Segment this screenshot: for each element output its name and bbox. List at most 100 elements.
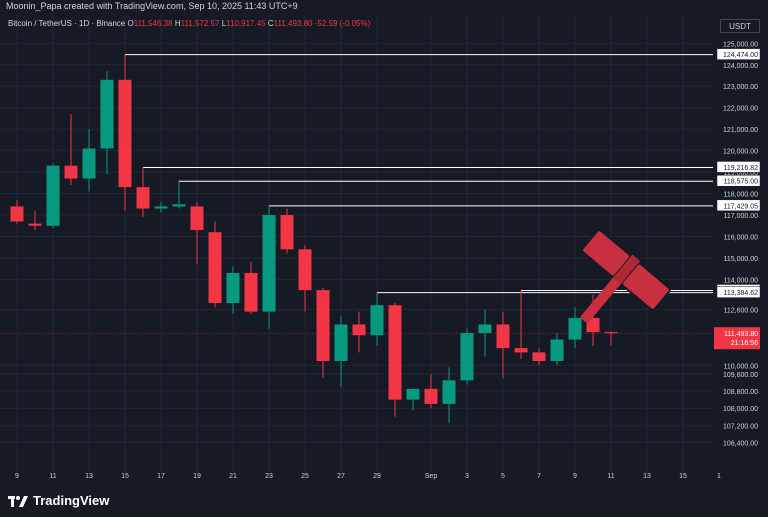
candle-body — [244, 272, 258, 312]
time-tick-label: 11 — [607, 473, 614, 480]
currency-badge[interactable]: USDT — [720, 19, 760, 33]
candle-body — [316, 290, 330, 361]
price-level-label-box — [716, 161, 761, 173]
tradingview-brand: TradingView — [33, 493, 110, 508]
time-tick-label: 13 — [85, 473, 93, 480]
tradingview-logo-icon — [8, 495, 28, 507]
candle-body — [100, 79, 114, 149]
price-tick-label: 121,000.00 — [723, 127, 758, 134]
time-tick-label: 15 — [679, 473, 687, 480]
time-tick-label: 29 — [373, 473, 381, 480]
price-chart[interactable]: 125,000.00 124,000.00 123,000.00 122,000.00… — [0, 14, 768, 485]
time-tick-label: 13 — [643, 473, 651, 480]
time-tick-label: 15 — [121, 473, 129, 480]
price-tick-label: 122,000.00 — [723, 106, 758, 113]
candle-body — [10, 206, 24, 222]
horizontal-levels — [0, 54, 717, 334]
open-label: O — [127, 19, 134, 28]
close-label: C — [267, 19, 274, 28]
symbol-name: Bitcoin / TetherUS · 1D · Binance — [8, 19, 126, 28]
price-tick-label: 123,000.00 — [723, 84, 758, 91]
price-level-label: 118,575.00 — [723, 179, 758, 186]
price-tick-label: 120,000.00 — [723, 149, 758, 156]
candle-body — [208, 232, 222, 304]
candle-body — [136, 187, 150, 209]
candle-body — [424, 388, 438, 404]
price-level-label: 117,429.05 — [723, 203, 758, 210]
price-tick-label: 118,000.00 — [723, 192, 758, 199]
candle-body — [46, 165, 60, 226]
time-tick-label: 23 — [265, 473, 273, 480]
change-value: -52.59 (-0.05%) — [314, 19, 371, 28]
time-tick-label: 19 — [193, 473, 201, 480]
time-axis[interactable]: 9 11 13 15 17 19 21 23 25 27 29 Sep 3 5 7 9 11 13 15 1 — [15, 473, 721, 480]
price-tick-label: 112,600.00 — [723, 307, 758, 314]
price-tick-label: 115,000.00 — [723, 256, 758, 263]
time-tick-label: 25 — [301, 473, 309, 480]
close-value: 111,493.80 — [273, 19, 313, 28]
candle-body — [154, 206, 168, 209]
price-tick-label: 114,000.00 — [723, 277, 758, 284]
price-level-label-box — [716, 199, 761, 212]
candle-body — [298, 249, 312, 291]
time-tick-label: 11 — [49, 473, 56, 480]
candle-body — [586, 318, 600, 333]
tradingview-logo[interactable]: TradingView — [8, 493, 109, 508]
candle-body — [478, 324, 492, 334]
price-tick-label: 117,000.00 — [723, 213, 758, 220]
candle-body — [64, 165, 78, 179]
price-axis[interactable]: 125,000.00 124,000.00 123,000.00 122,000.00… — [713, 14, 768, 485]
candle-body — [172, 204, 186, 207]
candle-body — [118, 79, 132, 188]
time-tick-label: 27 — [337, 473, 345, 480]
high-value: 111,572.57 — [180, 19, 220, 28]
time-tick-label: Sep — [425, 473, 438, 480]
chart-background — [0, 14, 768, 485]
price-tick-label: 119,000.00 — [723, 170, 758, 177]
price-tick-label: 116,000.00 — [723, 234, 758, 241]
candle-body — [514, 348, 528, 353]
symbol-info: Bitcoin / TetherUS · 1D · Binance O111,5… — [8, 19, 370, 28]
candle-body — [370, 305, 384, 336]
candle-body — [280, 215, 294, 250]
time-tick-label: 17 — [157, 473, 165, 480]
price-tick-label: 106,400.00 — [723, 441, 758, 448]
price-tick-label: 110,000.00 — [723, 363, 758, 370]
candle-body — [190, 206, 204, 231]
time-tick-label: 3 — [465, 473, 469, 480]
candle-body — [82, 148, 96, 179]
candle-body — [532, 352, 546, 361]
time-tick-label: 1 — [717, 473, 721, 480]
price-tick-label: 107,200.00 — [723, 423, 758, 430]
price-level-label: 124,474.00 — [723, 52, 758, 59]
price-tick-label: 108,800.00 — [723, 389, 758, 396]
top-bar: Moonin_Papa created with TradingView.com… — [0, 0, 768, 14]
candle-body — [442, 380, 456, 404]
price-level-label-box — [716, 174, 761, 187]
candle-body — [460, 333, 474, 381]
price-level-label: 119,216.82 — [723, 165, 758, 172]
price-level-label-box — [716, 286, 761, 298]
price-tick-label: 109,600.00 — [723, 372, 758, 379]
candle-body — [568, 318, 582, 340]
countdown-label: 21:16:56 — [731, 340, 758, 347]
candle-body — [334, 324, 348, 361]
gavel-icon — [580, 229, 671, 323]
low-value: 110,917.45 — [226, 19, 266, 28]
price-axis-background — [713, 14, 768, 485]
candles — [10, 54, 618, 424]
candle-body — [604, 332, 618, 334]
open-value: 111,546.38 — [133, 19, 173, 28]
time-tick-label: 21 — [229, 473, 237, 480]
footer — [0, 485, 768, 517]
candle-body — [352, 324, 366, 336]
created-by-text: Moonin_Papa created with TradingView.com… — [6, 1, 298, 11]
price-tick-label: 125,000.00 — [723, 41, 758, 48]
time-tick-label: 5 — [501, 473, 505, 480]
low-label: L — [221, 19, 227, 28]
price-tick-label: 108,000.00 — [723, 406, 758, 413]
candle-body — [28, 223, 42, 226]
candle-body — [226, 272, 240, 304]
last-price-label: 111,493.80 — [724, 331, 758, 338]
